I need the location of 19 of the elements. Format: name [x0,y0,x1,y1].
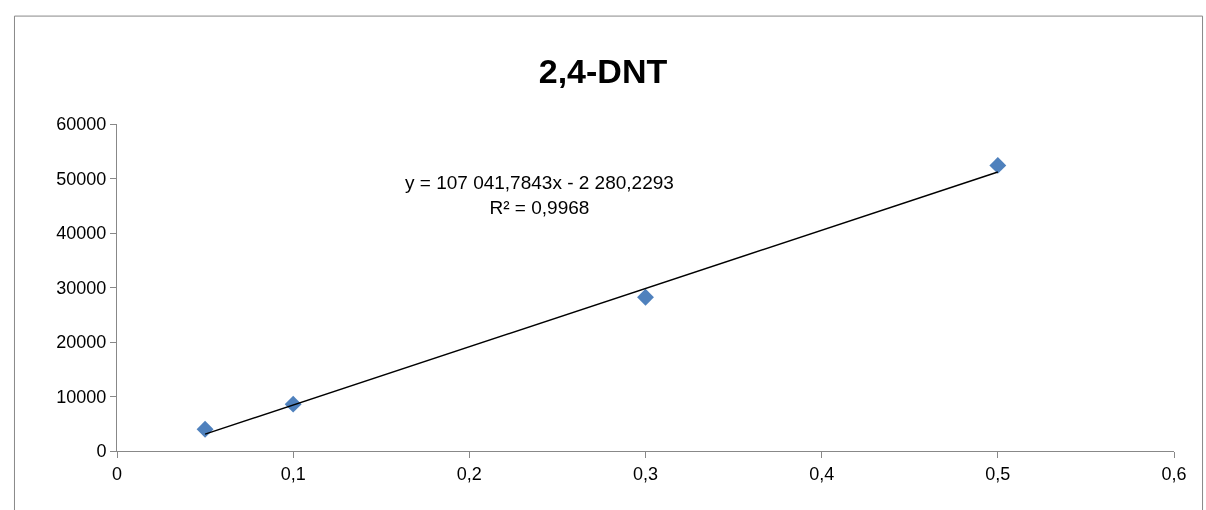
x-tick-label: 0,3 [632,463,659,484]
x-tick-label: 0 [111,463,123,484]
y-tick-label: 0 [96,441,107,462]
y-tick-label: 40000 [56,223,107,244]
x-tick-label: 0,2 [456,463,482,484]
point [196,420,214,438]
x-tick-label: 0,5 [985,463,1011,484]
x-tick-label: 0,6 [1161,463,1187,484]
x-tick-label: 0,1 [280,463,306,484]
point [989,156,1007,174]
y-tick-label: 50000 [56,168,107,189]
point [637,288,654,306]
x-tick-label: 0,4 [809,463,835,484]
annotation: y = 107 041,7843x - 2 280,2293 R² = 0,9968 [405,172,674,218]
chart-title: 2,4-DNT [538,52,668,91]
y-tick-label: 30000 [56,277,107,298]
y-tick-label: 10000 [56,386,107,407]
y-tick-label: 20000 [56,332,107,353]
y-tick-label: 60000 [56,114,107,135]
